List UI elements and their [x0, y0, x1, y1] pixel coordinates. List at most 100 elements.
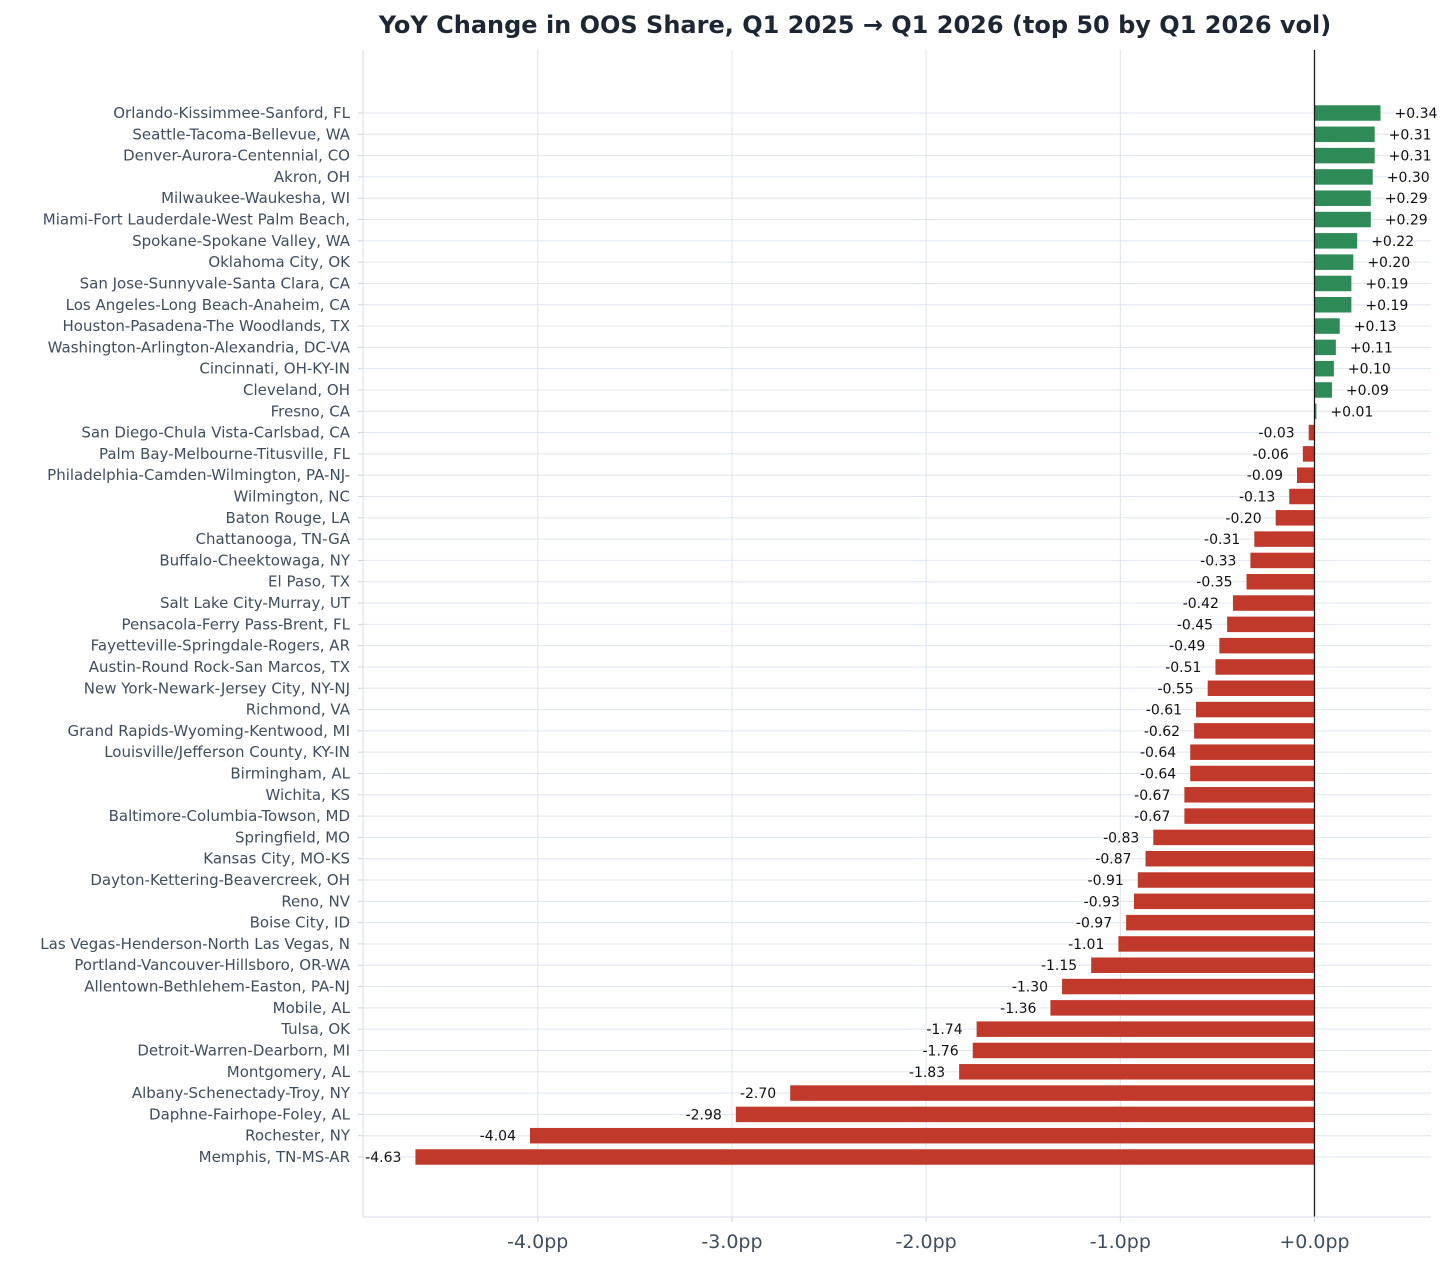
category-label: Pensacola-Ferry Pass-Brent, FL	[121, 615, 350, 633]
category-label: Chattanooga, TN-GA	[196, 530, 351, 548]
category-label: San Diego-Chula Vista-Carlsbad, CA	[81, 424, 350, 442]
category-label: Akron, OH	[274, 168, 350, 186]
bar	[1302, 446, 1315, 462]
value-label: -4.04	[480, 1129, 516, 1145]
category-label: Baton Rouge, LA	[226, 509, 351, 527]
bar	[1091, 957, 1315, 973]
bar	[1137, 872, 1315, 888]
category-label: Richmond, VA	[246, 701, 351, 719]
value-label: +0.31	[1389, 127, 1432, 143]
category-label: El Paso, TX	[268, 573, 350, 591]
value-label: -0.49	[1169, 639, 1205, 655]
bar	[1314, 403, 1317, 420]
category-label: Birmingham, AL	[230, 764, 350, 782]
category-label: Milwaukee-Waukesha, WI	[161, 189, 350, 207]
value-label: -0.06	[1253, 447, 1289, 463]
value-label: -0.03	[1258, 426, 1294, 442]
value-label: -0.51	[1165, 660, 1201, 676]
axes	[358, 50, 1431, 1222]
value-label: -0.64	[1140, 766, 1176, 782]
labels: -4.0pp -3.0pp -2.0pp -1.0pp +0.0pp Orlando-Ki…	[40, 104, 1437, 1253]
bar	[1196, 701, 1315, 718]
value-label: -0.64	[1140, 745, 1176, 761]
bar	[1314, 382, 1332, 398]
value-label: +0.30	[1387, 170, 1430, 186]
value-label: +0.29	[1385, 191, 1428, 207]
value-label: -1.01	[1068, 937, 1104, 953]
bar	[1289, 488, 1315, 505]
category-label: Rochester, NY	[245, 1127, 351, 1145]
bar	[1190, 744, 1315, 760]
category-label: Austin-Round Rock-San Marcos, TX	[89, 658, 350, 676]
category-label: Las Vegas-Henderson-North Las Vegas, N	[40, 935, 350, 953]
value-label: -0.67	[1134, 809, 1170, 825]
bar	[529, 1127, 1315, 1144]
x-tick-label: -4.0pp	[507, 1231, 568, 1253]
bar	[1126, 914, 1315, 931]
category-label: Wichita, KS	[265, 786, 350, 804]
value-label: -0.33	[1200, 553, 1236, 569]
category-label: Fresno, CA	[271, 402, 351, 420]
bar	[1184, 808, 1315, 824]
bar	[1314, 360, 1334, 377]
category-label: Detroit-Warren-Dearborn, MI	[137, 1041, 350, 1059]
bar	[1145, 850, 1315, 867]
bar	[1314, 297, 1352, 313]
value-label: +0.34	[1395, 106, 1438, 122]
value-label: -0.31	[1204, 532, 1240, 548]
category-label: Dayton-Kettering-Beavercreek, OH	[90, 871, 350, 889]
category-label: Grand Rapids-Wyoming-Kentwood, MI	[68, 722, 351, 740]
category-label: Portland-Vancouver-Hillsboro, OR-WA	[74, 956, 350, 974]
value-label: -0.83	[1103, 830, 1139, 846]
bar	[1308, 424, 1315, 441]
bar	[1219, 637, 1315, 654]
category-label: Palm Bay-Melbourne-Titusville, FL	[99, 445, 351, 463]
bar	[1050, 1000, 1315, 1016]
value-label: -1.83	[909, 1065, 945, 1081]
bar	[1133, 893, 1315, 910]
bar	[1314, 147, 1375, 164]
value-label: -1.36	[1000, 1001, 1036, 1017]
value-label: -0.55	[1157, 681, 1193, 697]
category-label: Philadelphia-Camden-Wilmington, PA-NJ-	[47, 466, 350, 484]
bar	[1194, 723, 1315, 739]
value-label: -1.76	[922, 1043, 958, 1059]
category-label: Los Angeles-Long Beach-Anaheim, CA	[66, 296, 351, 314]
bar	[790, 1085, 1315, 1101]
bar	[1314, 211, 1371, 228]
x-tick-label: -2.0pp	[896, 1231, 957, 1253]
category-label: Boise City, ID	[250, 914, 350, 932]
bar	[415, 1149, 1315, 1165]
value-label: +0.10	[1348, 362, 1391, 378]
value-label: -0.45	[1177, 617, 1213, 633]
category-label: Miami-Fort Lauderdale-West Palm Beach,	[43, 211, 350, 229]
bar	[1275, 510, 1315, 526]
bar	[972, 1042, 1315, 1059]
bar	[1314, 318, 1340, 334]
bar	[1314, 275, 1352, 292]
bar	[1314, 190, 1371, 206]
value-label: -1.15	[1041, 958, 1077, 974]
value-label: +0.20	[1367, 255, 1410, 271]
category-label: Mobile, AL	[273, 999, 351, 1017]
value-label: -0.62	[1144, 724, 1180, 740]
value-label: +0.22	[1371, 234, 1414, 250]
category-label: Cincinnati, OH-KY-IN	[199, 360, 350, 378]
bar	[1314, 233, 1358, 249]
bar	[1314, 105, 1381, 121]
bar	[1246, 573, 1315, 590]
category-label: Cleveland, OH	[243, 381, 350, 399]
category-label: Reno, NV	[281, 892, 350, 910]
bar	[1254, 531, 1315, 547]
bar	[1314, 339, 1336, 356]
value-label: -1.74	[926, 1022, 962, 1038]
value-label: -0.87	[1095, 852, 1131, 868]
category-label: Montgomery, AL	[227, 1063, 351, 1081]
bar	[1227, 616, 1315, 633]
value-label: -0.35	[1196, 575, 1232, 591]
category-label: Springfield, MO	[235, 828, 350, 846]
value-label: +0.13	[1354, 319, 1397, 335]
bar	[1297, 467, 1315, 483]
category-label: Buffalo-Cheektowaga, NY	[159, 551, 350, 569]
